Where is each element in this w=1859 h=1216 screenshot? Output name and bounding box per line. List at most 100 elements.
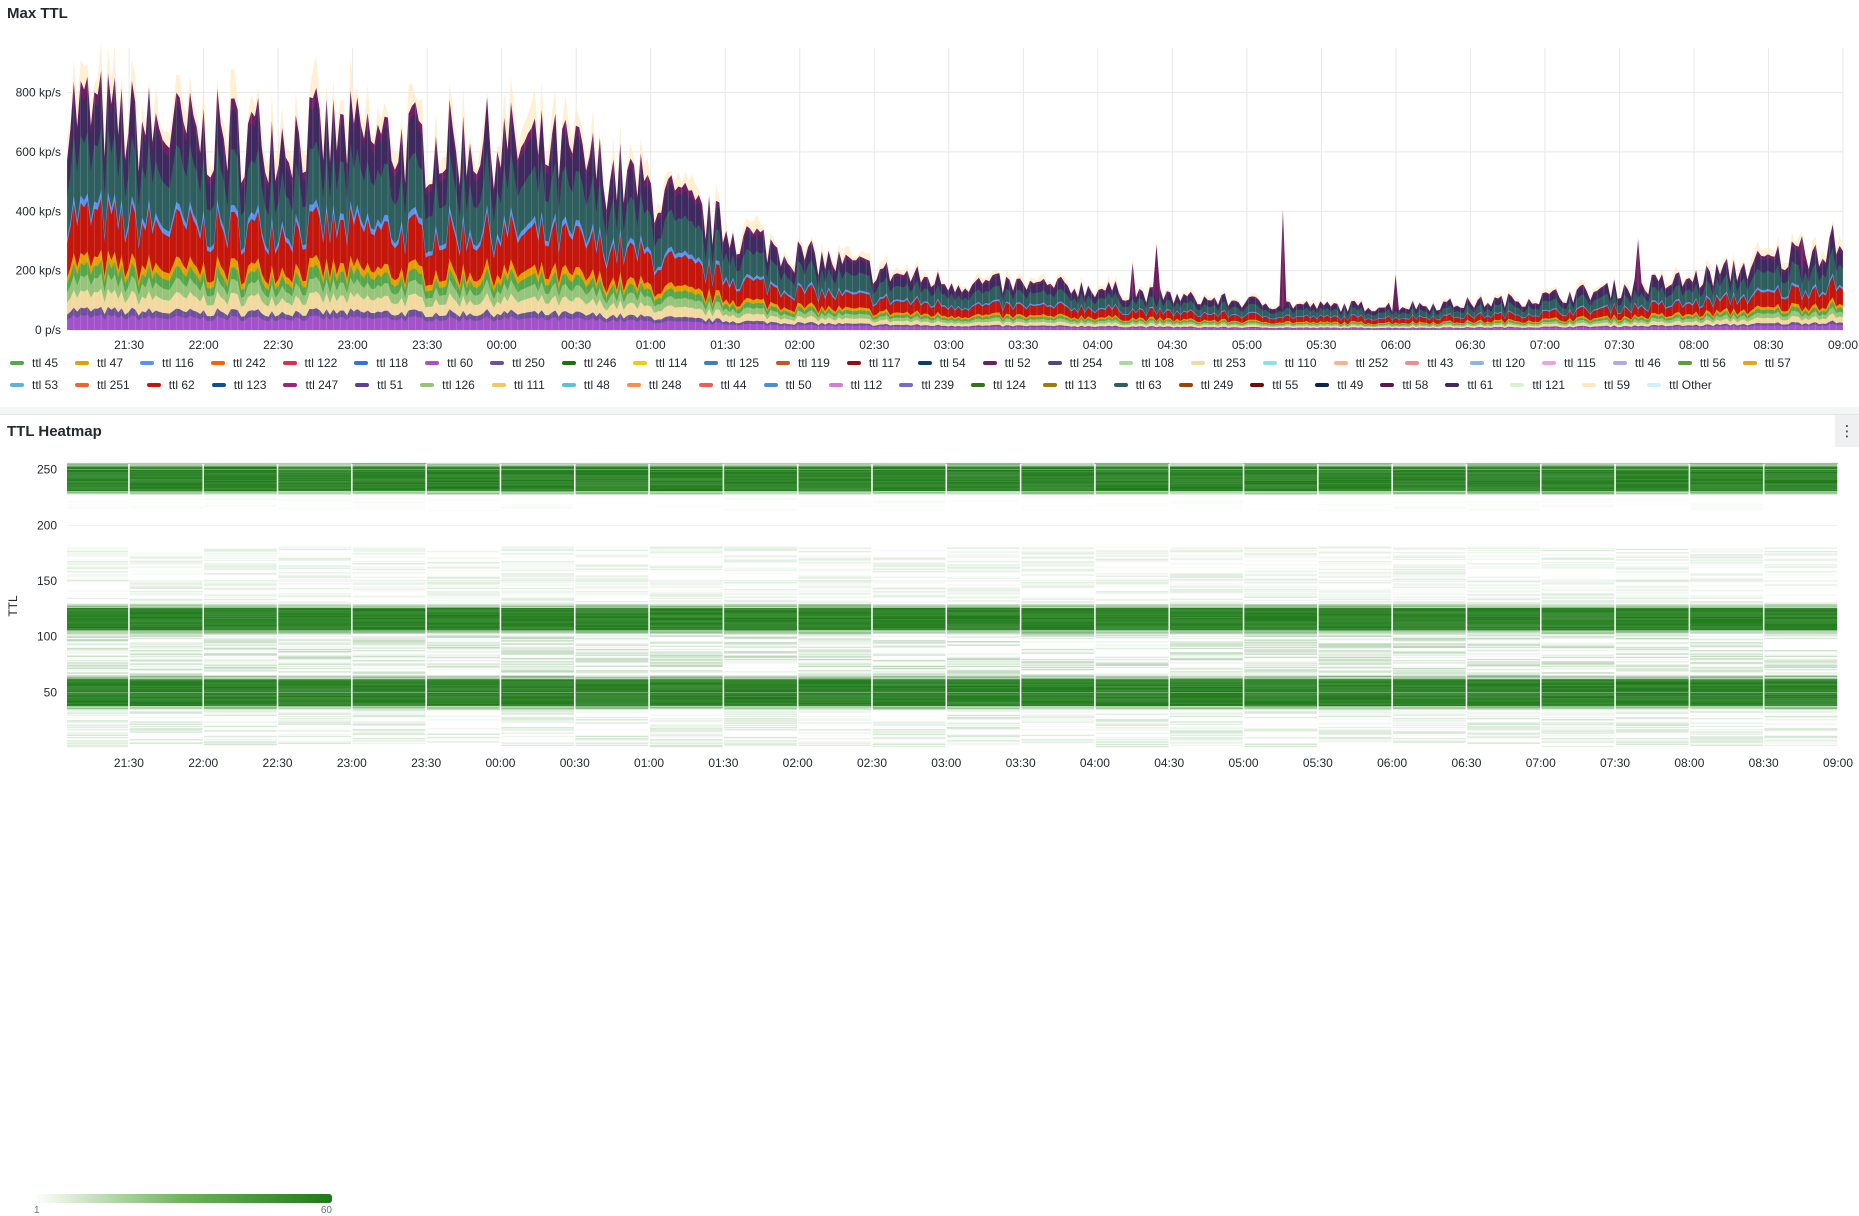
heatmap-cell xyxy=(426,597,501,600)
legend-item[interactable]: ttl 242 xyxy=(210,354,266,372)
heatmap-cell xyxy=(1689,700,1764,702)
heatmap-cell xyxy=(574,621,650,623)
legend-item[interactable]: ttl 125 xyxy=(704,354,759,372)
legend-item[interactable]: ttl 111 xyxy=(491,376,545,394)
legend-item[interactable]: ttl 47 xyxy=(75,354,123,372)
legend-swatch xyxy=(633,361,648,365)
legend-item[interactable]: ttl 60 xyxy=(425,354,473,372)
heatmap-cell xyxy=(649,594,724,596)
heatmap-cell xyxy=(574,686,650,689)
legend-item[interactable]: ttl 117 xyxy=(846,354,901,372)
legend-item[interactable]: ttl 248 xyxy=(626,376,682,394)
heatmap-cell xyxy=(797,696,872,699)
heatmap-cell xyxy=(1169,489,1244,492)
heatmap-cell xyxy=(574,700,650,702)
legend-item[interactable]: ttl 254 xyxy=(1047,354,1102,372)
heatmap-cell xyxy=(277,557,352,559)
legend-item[interactable]: ttl 115 xyxy=(1542,354,1596,372)
heatmap-cell xyxy=(1317,608,1393,611)
heatmap-cell xyxy=(128,729,204,731)
legend-item[interactable]: ttl 55 xyxy=(1250,376,1298,394)
legend-item[interactable]: ttl 239 xyxy=(899,376,954,394)
legend-item[interactable]: ttl 59 xyxy=(1582,376,1630,394)
legend-item[interactable]: ttl 120 xyxy=(1470,354,1525,372)
heatmap-cell xyxy=(277,470,352,473)
legend-item[interactable]: ttl 63 xyxy=(1113,376,1162,394)
legend-item[interactable]: ttl 250 xyxy=(490,354,545,372)
legend-item[interactable]: ttl 45 xyxy=(10,354,58,372)
legend-item[interactable]: ttl 57 xyxy=(1742,354,1791,372)
legend-item[interactable]: ttl 61 xyxy=(1445,376,1493,394)
legend-item[interactable]: ttl 247 xyxy=(283,376,338,394)
heatmap-cell xyxy=(1615,578,1690,581)
legend-item[interactable]: ttl 50 xyxy=(763,376,812,394)
legend-item[interactable]: ttl 112 xyxy=(828,376,882,394)
heatmap-cell xyxy=(1689,465,1764,467)
legend-item[interactable]: ttl 124 xyxy=(971,376,1026,394)
heatmap-cell xyxy=(500,549,575,552)
legend-item[interactable]: ttl 48 xyxy=(561,376,610,394)
heatmap-cell xyxy=(1317,678,1393,681)
legend-item[interactable]: ttl 52 xyxy=(982,354,1031,372)
legend-item[interactable]: ttl 119 xyxy=(776,354,830,372)
legend-item[interactable]: ttl 121 xyxy=(1510,376,1565,394)
legend-item[interactable]: ttl 126 xyxy=(420,376,475,394)
legend-item[interactable]: ttl 122 xyxy=(282,354,337,372)
heatmap-cell xyxy=(946,701,1021,703)
heatmap-cell xyxy=(1466,594,1541,596)
legend-item[interactable]: ttl 53 xyxy=(10,376,58,394)
legend-item[interactable]: ttl 108 xyxy=(1119,354,1174,372)
heatmap-cell xyxy=(500,575,575,577)
legend-item[interactable]: ttl 58 xyxy=(1380,376,1428,394)
heatmap-cell xyxy=(203,465,278,467)
legend-item[interactable]: ttl 46 xyxy=(1612,354,1661,372)
heatmap-cell xyxy=(128,480,204,483)
heatmap-cell xyxy=(1392,492,1467,495)
legend-item[interactable]: ttl 249 xyxy=(1178,376,1233,394)
heatmap-cell xyxy=(1763,500,1838,503)
heatmap-cell xyxy=(1615,683,1690,685)
legend-item[interactable]: ttl 54 xyxy=(917,354,966,372)
legend-item[interactable]: ttl 114 xyxy=(633,354,687,372)
legend-item[interactable]: ttl 49 xyxy=(1315,376,1363,394)
legend-item[interactable]: ttl 62 xyxy=(146,376,195,394)
legend-item[interactable]: ttl 43 xyxy=(1405,354,1453,372)
legend-item[interactable]: ttl Other xyxy=(1647,376,1712,394)
legend-item[interactable]: ttl 118 xyxy=(354,354,408,372)
heatmap-cell xyxy=(426,605,501,607)
heatmap-cell xyxy=(1540,729,1616,731)
heatmap-cell xyxy=(1466,685,1541,688)
heatmap-cell xyxy=(1615,572,1690,574)
legend-item[interactable]: ttl 113 xyxy=(1042,376,1097,394)
heatmap-cell xyxy=(203,502,278,505)
legend-item[interactable]: ttl 110 xyxy=(1262,354,1317,372)
heatmap-cell xyxy=(649,482,724,485)
heatmap-cell xyxy=(1243,475,1318,477)
heatmap-cell xyxy=(1169,626,1244,629)
heatmap-cell xyxy=(351,724,427,727)
heatmap-cell xyxy=(872,702,947,704)
heatmap-cell xyxy=(1615,668,1690,671)
heatmap-cell xyxy=(203,677,278,680)
heatmap-cell xyxy=(1317,572,1393,574)
legend-item[interactable]: ttl 51 xyxy=(355,376,403,394)
heatmap-cell xyxy=(128,637,204,640)
legend-item[interactable]: ttl 56 xyxy=(1677,354,1726,372)
panel-menu-icon[interactable]: ⋮ xyxy=(1835,415,1859,447)
heatmap-cell xyxy=(1392,629,1467,632)
legend-item[interactable]: ttl 252 xyxy=(1333,354,1388,372)
legend-item[interactable]: ttl 116 xyxy=(140,354,194,372)
heatmap-cell xyxy=(203,668,278,671)
heatmap-cell xyxy=(1763,723,1838,725)
legend-item[interactable]: ttl 253 xyxy=(1191,354,1246,372)
legend-item[interactable]: ttl 246 xyxy=(561,354,616,372)
legend-item[interactable]: ttl 251 xyxy=(75,376,130,394)
legend-item[interactable]: ttl 44 xyxy=(698,376,747,394)
heatmap-cell xyxy=(723,688,798,691)
heatmap-cell xyxy=(1392,564,1467,566)
legend-item[interactable]: ttl 123 xyxy=(211,376,266,394)
heatmap-cell xyxy=(723,498,798,500)
heatmap-cell xyxy=(203,698,278,701)
heatmap-cell xyxy=(574,688,650,691)
heatmap-cell xyxy=(649,470,724,473)
